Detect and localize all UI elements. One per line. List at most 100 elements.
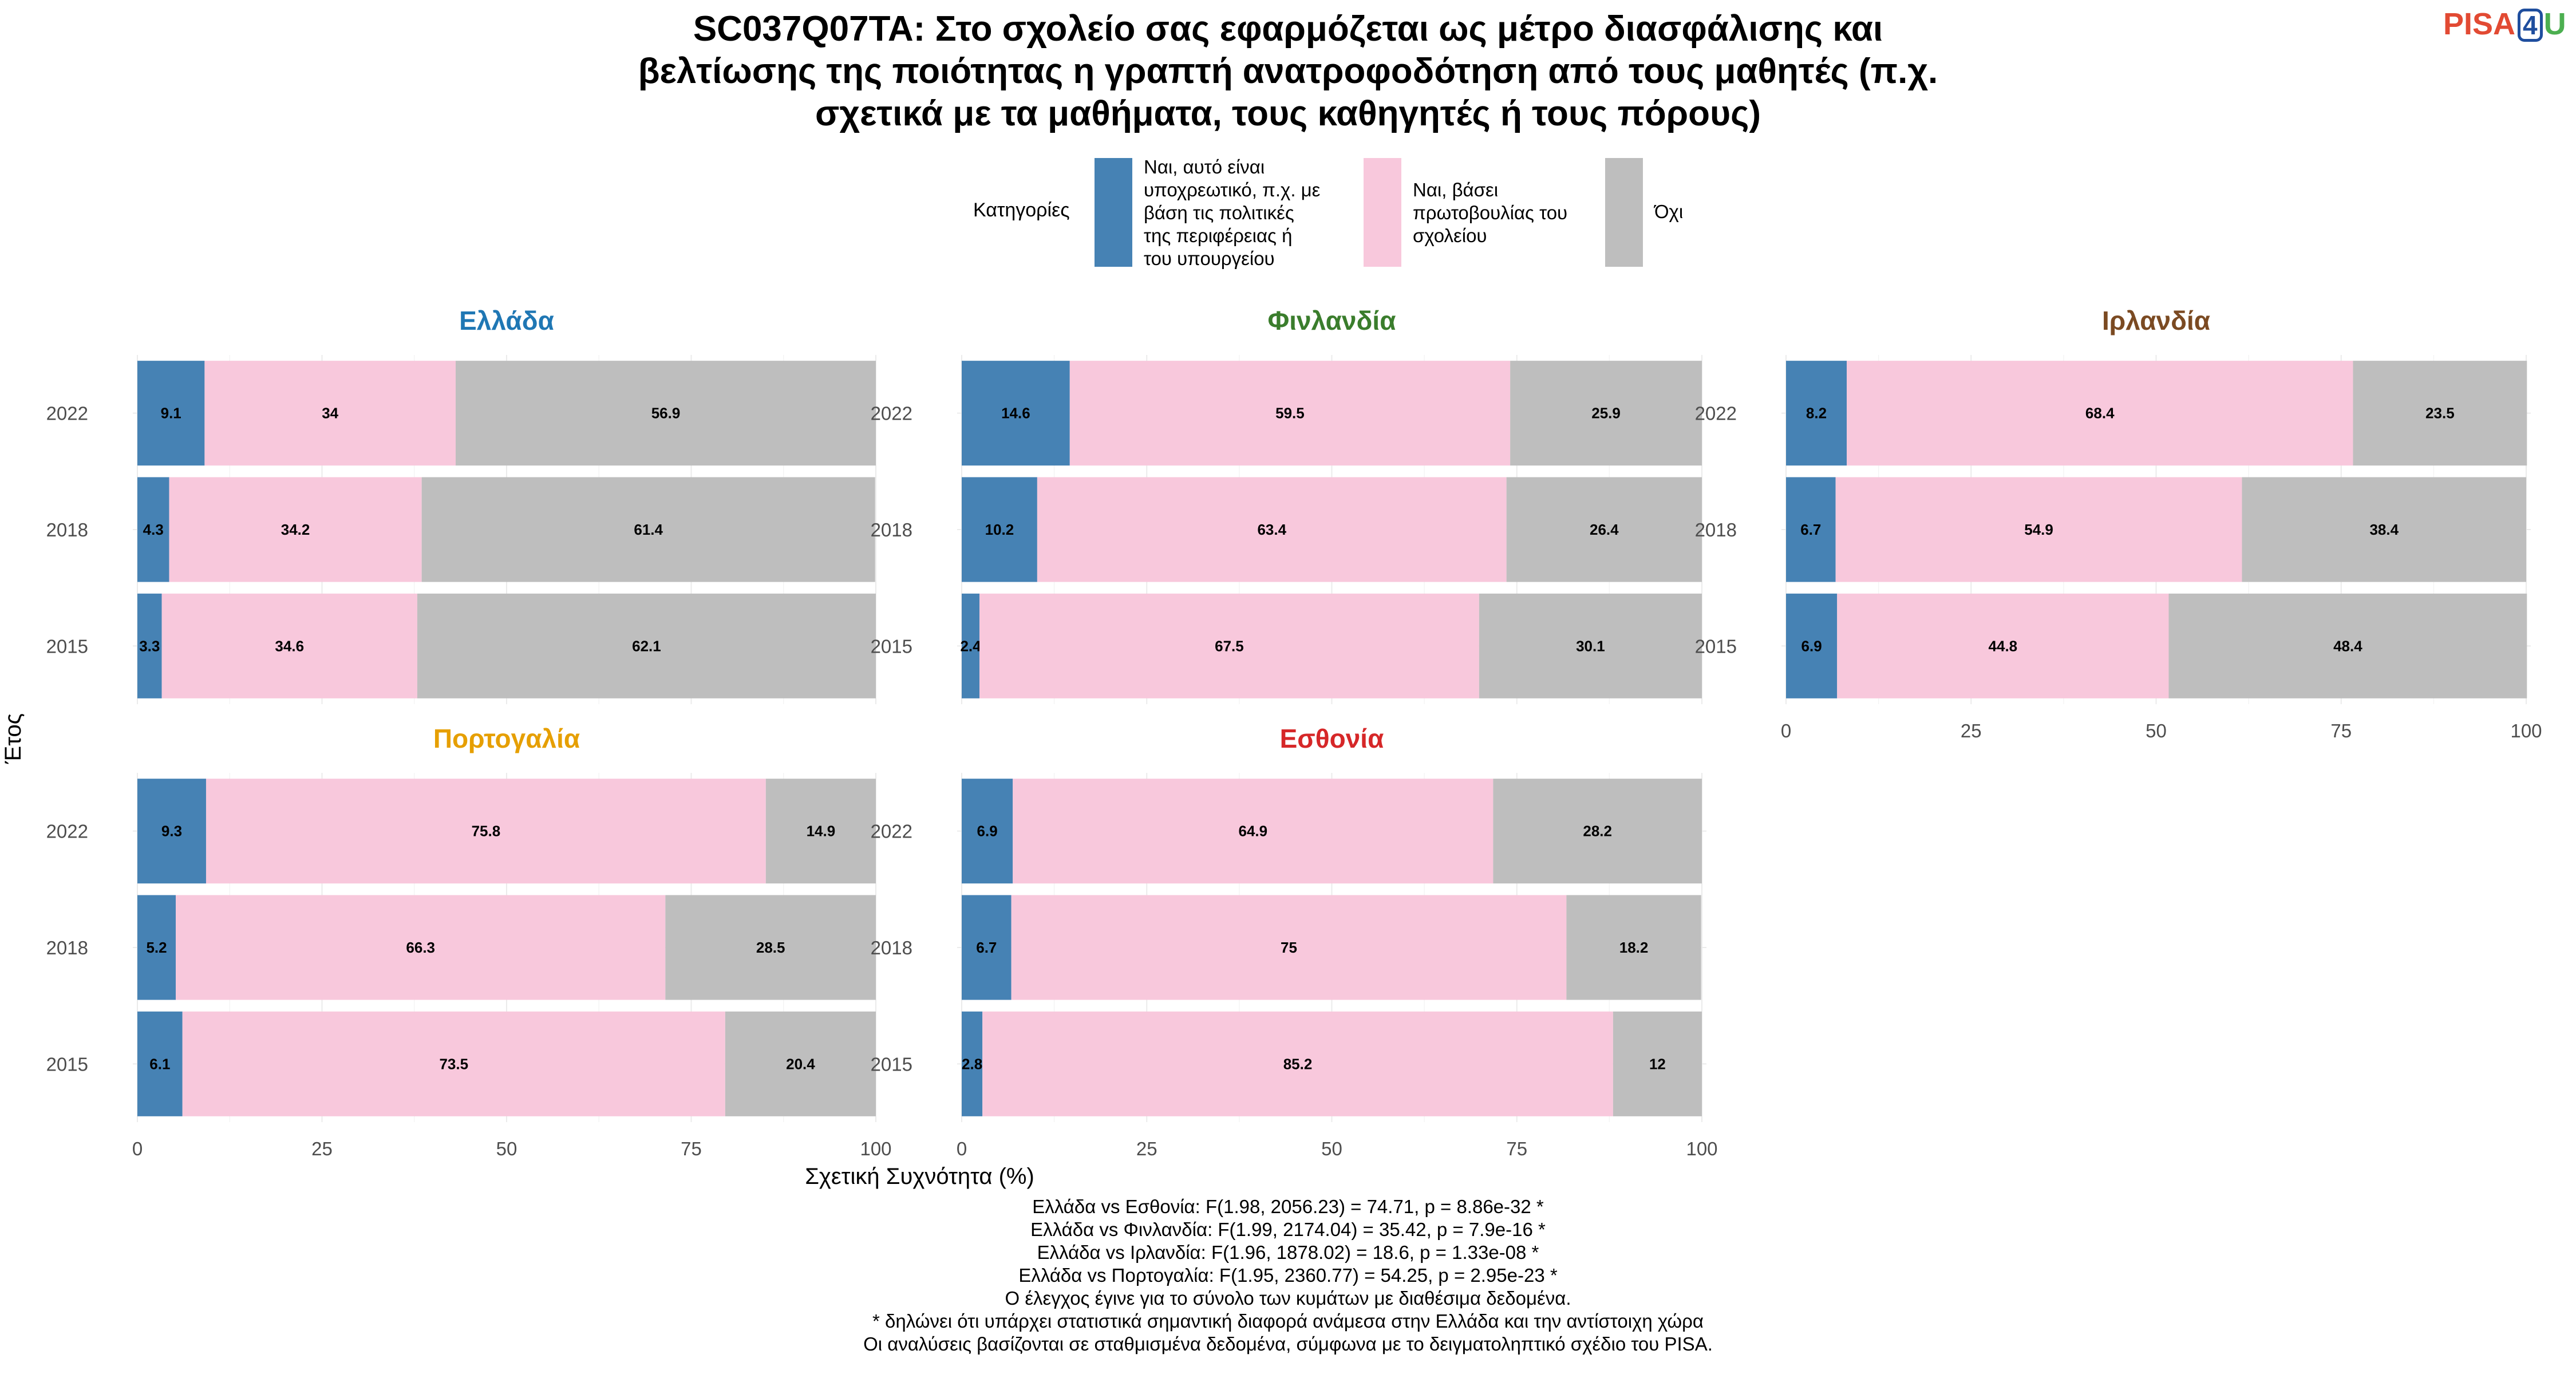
bar-segment xyxy=(962,361,1070,466)
legend-label-mandatory: Ναι, αυτό είναι υποχρεωτικό, π.χ. με βάσ… xyxy=(1144,156,1320,270)
bar-segment xyxy=(1613,1011,1702,1116)
y-tick-label: 2022 xyxy=(871,403,912,424)
x-tick-label: 0 xyxy=(132,1138,143,1159)
bar-segment xyxy=(1069,361,1511,466)
x-tick-label: 100 xyxy=(2510,720,2542,741)
legend-label-line: σχολείου xyxy=(1413,225,1487,246)
bar-segment xyxy=(206,779,766,884)
legend-label-line: υποχρεωτικό, π.χ. με xyxy=(1144,179,1321,200)
footnote-line: * δηλώνει ότι υπάρχει στατιστικά σημαντι… xyxy=(872,1310,1704,1332)
legend-key-mandatory xyxy=(1095,158,1132,267)
data-label: 34 xyxy=(322,405,338,422)
data-label: 34.2 xyxy=(281,521,310,538)
data-label: 18.2 xyxy=(1619,939,1649,956)
data-label: 28.2 xyxy=(1583,823,1612,840)
data-label: 6.7 xyxy=(1800,521,1821,538)
y-tick-label: 2015 xyxy=(871,1053,912,1075)
bar-segment xyxy=(1493,779,1702,884)
data-label: 9.3 xyxy=(161,823,182,840)
data-label: 73.5 xyxy=(439,1055,468,1072)
y-tick-label: 2015 xyxy=(46,635,88,657)
legend-label-line: βάση τις πολιτικές xyxy=(1144,202,1294,223)
bar-segment xyxy=(2242,477,2526,582)
bar-segment xyxy=(1011,895,1567,1000)
panel-title: Εσθονία xyxy=(1280,724,1384,753)
bar-segment xyxy=(962,477,1037,582)
data-label: 3.3 xyxy=(139,637,160,654)
data-label: 20.4 xyxy=(786,1055,815,1072)
data-label: 38.4 xyxy=(2369,521,2399,538)
data-label: 62.1 xyxy=(632,637,661,654)
data-label: 66.3 xyxy=(406,939,435,956)
bar-segment xyxy=(2353,361,2527,466)
bar-segment xyxy=(161,593,417,698)
footnotes: Ελλάδα vs Εσθονία: F(1.98, 2056.23) = 74… xyxy=(0,1195,2576,1356)
data-label: 56.9 xyxy=(651,405,681,422)
bar-segment xyxy=(1479,593,1702,698)
y-tick-label: 2018 xyxy=(871,519,912,540)
y-tick-label: 2018 xyxy=(1695,519,1737,540)
legend-key-no xyxy=(1605,158,1643,267)
bar-segment xyxy=(1837,593,2169,698)
bar-segment xyxy=(137,779,206,884)
data-label: 2.8 xyxy=(962,1055,982,1072)
x-tick-label: 100 xyxy=(860,1138,891,1159)
x-tick-label: 50 xyxy=(1321,1138,1342,1159)
data-label: 12 xyxy=(1649,1055,1666,1072)
data-label: 8.2 xyxy=(1806,405,1827,422)
bar-segment xyxy=(1786,593,1838,698)
bar-segment xyxy=(182,1011,725,1116)
x-tick-label: 50 xyxy=(2146,720,2167,741)
chart-title-line-1: SC037Q07TA: Στο σχολείο σας εφαρμόζεται … xyxy=(693,9,1883,49)
bar-segment xyxy=(1835,477,2242,582)
chart-title: SC037Q07TA: Στο σχολείο σας εφαρμόζεται … xyxy=(0,8,2576,135)
y-tick-label: 2018 xyxy=(46,937,88,958)
data-label: 48.4 xyxy=(2333,637,2362,654)
bar-segment xyxy=(1786,477,1836,582)
legend-label-line: Όχι xyxy=(1654,201,1684,222)
bar-segment xyxy=(1506,477,1702,582)
logo-four-box: 4 xyxy=(2518,9,2543,42)
x-tick-label: 75 xyxy=(2330,720,2352,741)
pisa4u-logo: PISA 4 U xyxy=(2443,6,2566,42)
data-label: 54.9 xyxy=(2024,521,2053,538)
bar-segment xyxy=(137,477,169,582)
bar-segment xyxy=(421,477,875,582)
x-tick-label: 75 xyxy=(1506,1138,1527,1159)
y-tick-label: 2022 xyxy=(46,821,88,842)
y-tick-label: 2022 xyxy=(871,821,912,842)
x-tick-label: 25 xyxy=(1961,720,1982,741)
logo-u-text: U xyxy=(2543,7,2566,41)
legend-key-school-initiative xyxy=(1364,158,1401,267)
footnote-line: Ελλάδα vs Ιρλανδία: F(1.96, 1878.02) = 1… xyxy=(1037,1242,1539,1263)
data-label: 34.6 xyxy=(275,637,304,654)
bar-segment xyxy=(1013,779,1494,884)
data-label: 14.6 xyxy=(1001,405,1030,422)
bar-segment xyxy=(962,895,1012,1000)
bar-segment xyxy=(455,361,876,466)
bar-segment xyxy=(169,477,422,582)
x-tick-label: 0 xyxy=(957,1138,967,1159)
y-tick-label: 2018 xyxy=(46,519,88,540)
data-label: 6.7 xyxy=(976,939,997,956)
data-label: 6.9 xyxy=(977,823,998,840)
data-label: 85.2 xyxy=(1283,1055,1313,1072)
y-tick-label: 2022 xyxy=(46,403,88,424)
bar-segment xyxy=(417,593,876,698)
bar-segment xyxy=(725,1011,876,1116)
bar-segment xyxy=(962,593,980,698)
footnote-line: Ελλάδα vs Εσθονία: F(1.98, 2056.23) = 74… xyxy=(1032,1196,1544,1217)
bar-segment xyxy=(1037,477,1507,582)
y-tick-label: 2015 xyxy=(871,635,912,657)
legend-label-school-initiative: Ναι, βάσει πρωτοβουλίας του σχολείου xyxy=(1413,179,1567,247)
bar-segment xyxy=(1566,895,1701,1000)
x-axis-title: Σχετική Συχνότητα (%) xyxy=(805,1164,1034,1189)
data-label: 68.4 xyxy=(2085,405,2115,422)
chart-title-line-2: βελτίωσης της ποιότητας η γραπτή ανατροφ… xyxy=(638,52,1938,91)
legend-label-no: Όχι xyxy=(1654,200,1683,223)
legend-label-line: Ναι, αυτό είναι xyxy=(1144,156,1265,177)
chart-title-line-3: σχετικά με τα μαθήματα, τους καθηγητές ή… xyxy=(815,94,1761,133)
bar-segment xyxy=(137,593,162,698)
footnote-line: Οι αναλύσεις βασίζονται σε σταθμισμένα δ… xyxy=(863,1333,1713,1355)
